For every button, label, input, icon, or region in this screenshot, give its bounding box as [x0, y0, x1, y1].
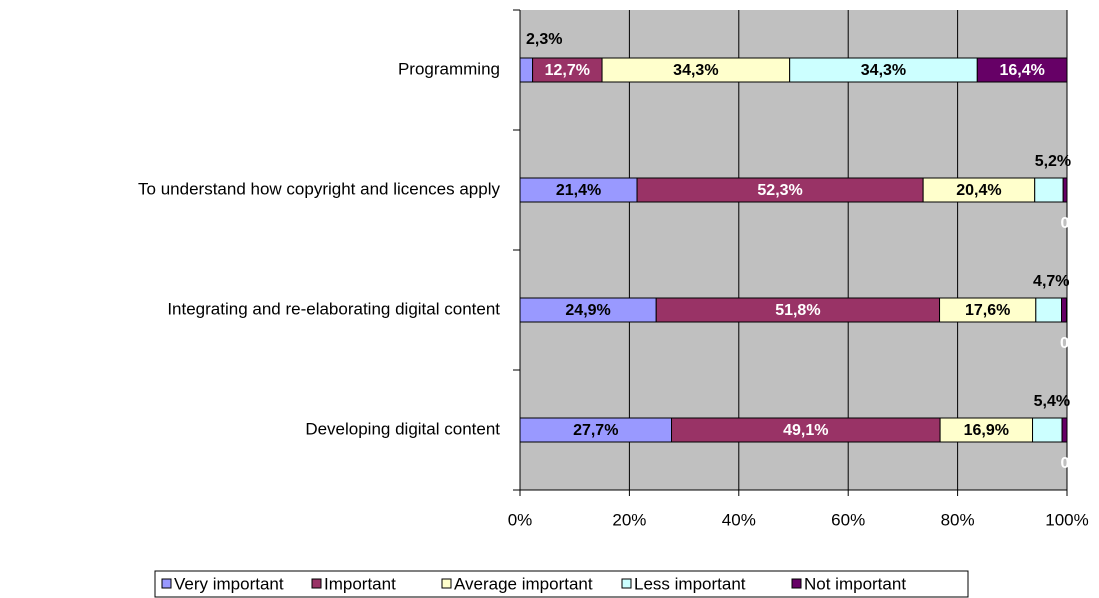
data-label: 0,7% [1061, 215, 1097, 232]
bar-segment [636, 177, 924, 203]
legend-box [154, 570, 969, 598]
legend-label: Average important [454, 574, 593, 593]
x-tick-label: 100% [1045, 510, 1088, 529]
bar-segment [1034, 177, 1064, 203]
x-tick-label: 60% [831, 510, 865, 529]
data-label: 16,9% [964, 422, 1009, 439]
data-label: 17,6% [965, 302, 1010, 319]
data-label: 12,7% [545, 62, 590, 79]
x-tick-label: 40% [722, 510, 756, 529]
data-label: 16,4% [999, 62, 1044, 79]
bar-segment [939, 417, 1034, 443]
legend-swatch [161, 578, 172, 589]
x-tick-label: 0% [508, 510, 533, 529]
legend-label: Not important [804, 574, 906, 593]
plot-background [520, 10, 1067, 490]
bar-segment [976, 57, 1068, 83]
data-label: 27,7% [573, 422, 618, 439]
legend-label: Very important [174, 574, 284, 593]
data-label: 34,3% [861, 62, 906, 79]
data-label: 0,9% [1061, 455, 1097, 472]
data-label: 2,3% [526, 31, 562, 48]
data-label: 49,1% [783, 422, 828, 439]
legend-swatch [621, 578, 632, 589]
x-tick-label: 80% [941, 510, 975, 529]
y-tick-label: Integrating and re-elaborating digital c… [167, 299, 500, 318]
y-tick-label: Programming [398, 59, 500, 78]
bar-segment [519, 177, 638, 203]
x-tick-label: 20% [612, 510, 646, 529]
legend-swatch [311, 578, 322, 589]
data-label: 0,9% [1060, 335, 1096, 352]
data-label: 20,4% [956, 182, 1001, 199]
bar-segment [519, 297, 657, 323]
data-label: 5,4% [1034, 393, 1070, 410]
data-label: 4,7% [1033, 273, 1069, 290]
bar-segment [789, 57, 978, 83]
bar-segment [1061, 417, 1068, 443]
bar-segment [1032, 417, 1063, 443]
data-label: 24,9% [565, 302, 610, 319]
bar-segment [939, 297, 1037, 323]
bar-segment [519, 57, 534, 83]
bar-segment [532, 57, 603, 83]
data-label: 21,4% [556, 182, 601, 199]
legend-label: Important [324, 574, 396, 593]
data-label: 5,2% [1035, 153, 1071, 170]
data-label: 34,3% [673, 62, 718, 79]
data-label: 51,8% [775, 302, 820, 319]
legend-swatch [441, 578, 452, 589]
data-label: 52,3% [757, 182, 802, 199]
bar-segment [1035, 297, 1063, 323]
y-tick-label: To understand how copyright and licences… [138, 179, 500, 198]
legend-swatch [791, 578, 802, 589]
bar-segment [922, 177, 1036, 203]
legend-label: Less important [634, 574, 746, 593]
bar-segment [671, 417, 941, 443]
bar-segment [1062, 177, 1068, 203]
y-tick-label: Developing digital content [305, 419, 500, 438]
bar-segment [1061, 297, 1067, 323]
bar-segment [601, 57, 791, 83]
